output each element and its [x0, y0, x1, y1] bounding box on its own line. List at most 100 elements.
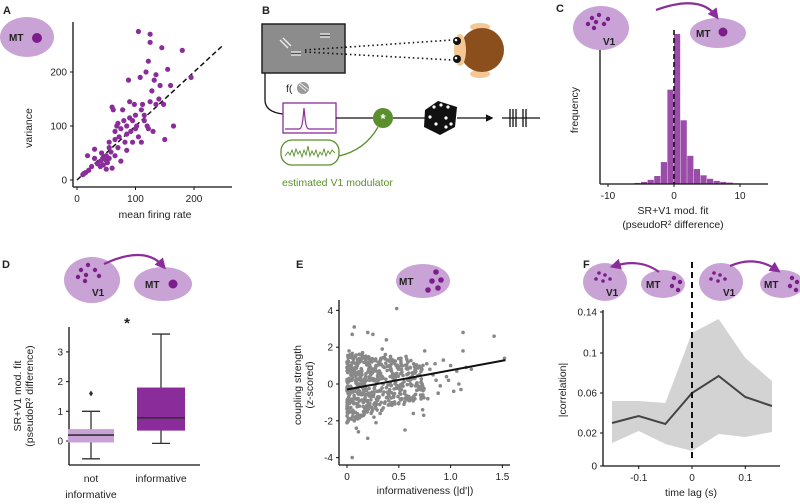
data-point [426, 396, 430, 401]
data-point [420, 382, 424, 386]
data-point [351, 357, 356, 362]
data-point [386, 398, 391, 403]
histogram-bar [641, 181, 648, 184]
data-point [149, 88, 155, 94]
panel-f: V1 MT V1 MT -0.1 0 0.1 0.14 0.1 0.06 0.02 0 tim… [557, 258, 800, 499]
data-point [355, 411, 360, 416]
data-point [384, 377, 388, 382]
dice-icon [424, 101, 457, 135]
grating-icon [297, 82, 309, 94]
data-point [147, 39, 153, 45]
data-point [381, 376, 385, 380]
data-point [405, 366, 409, 371]
panel-label-c: C [556, 3, 564, 15]
data-point [367, 375, 371, 379]
data-point [397, 401, 401, 405]
data-point [402, 391, 407, 396]
data-point [389, 374, 394, 379]
data-point [402, 400, 407, 404]
data-point [97, 158, 103, 164]
c-ylabel: frequency [569, 86, 581, 133]
data-point [381, 392, 385, 397]
x-tick-label: 100 [127, 194, 144, 205]
data-point [411, 411, 416, 416]
data-point [379, 362, 384, 367]
data-point [416, 366, 421, 370]
mt-area-icon [690, 18, 746, 48]
data-point [367, 386, 371, 391]
data-point [346, 359, 350, 364]
a-ylabel: variance [23, 108, 35, 148]
data-point [365, 399, 370, 404]
data-point [360, 372, 364, 377]
data-point [147, 99, 153, 105]
data-point [355, 404, 359, 409]
data-point [355, 360, 360, 364]
data-point [409, 383, 413, 387]
v1-label: V1 [723, 288, 736, 299]
data-point [404, 354, 408, 359]
data-point [361, 404, 365, 409]
data-point [350, 414, 355, 419]
data-point [386, 403, 391, 407]
x-tick-label: 0.1 [738, 473, 752, 484]
data-point [438, 384, 443, 388]
f-label: f( [286, 83, 293, 95]
y-tick-label: 1 [57, 407, 63, 418]
histogram-bar [680, 120, 687, 184]
data-point [98, 150, 105, 156]
data-point [356, 369, 361, 374]
data-point [141, 112, 147, 118]
data-point [110, 107, 116, 113]
data-point [419, 395, 423, 400]
x-tick-label: 10 [734, 191, 746, 202]
gaze-line [304, 39, 453, 51]
data-point [413, 370, 417, 375]
data-point [446, 378, 451, 383]
data-point [367, 365, 372, 370]
y-tick-label: 0.14 [578, 308, 598, 319]
data-point [370, 371, 374, 375]
data-point [424, 361, 429, 366]
panel-b: f( * [261, 23, 540, 189]
x-tick-label: 0 [689, 473, 695, 484]
data-point [377, 369, 382, 373]
data-point [349, 373, 354, 378]
data-point [385, 368, 389, 373]
data-point [159, 45, 165, 51]
data-point [150, 128, 156, 134]
data-point [160, 101, 167, 107]
data-point [374, 406, 378, 410]
data-point [409, 396, 414, 400]
v1-area-icon [699, 263, 743, 301]
conv-symbol: * [380, 111, 386, 126]
x-tick-label: 200 [186, 194, 203, 205]
x-tick-label: -10 [601, 191, 616, 202]
connector-line [264, 73, 284, 115]
data-point [138, 107, 144, 113]
data-point [100, 154, 106, 160]
data-point [385, 364, 389, 369]
data-point [370, 356, 375, 361]
y-tick-label: 2 [327, 343, 333, 354]
y-tick-label: 0.06 [578, 389, 598, 400]
data-point [369, 398, 373, 402]
data-point [502, 356, 507, 361]
v1-label: V1 [606, 288, 619, 299]
data-point [396, 374, 401, 379]
y-tick-label: 0 [57, 437, 63, 448]
data-point [421, 363, 425, 368]
mt-area-icon: MT [396, 264, 450, 298]
data-point [354, 381, 358, 386]
y-tick-label: 3 [57, 347, 63, 358]
data-point [112, 153, 118, 159]
data-point [350, 361, 354, 365]
data-point [398, 371, 403, 376]
data-point [84, 153, 91, 159]
data-point [364, 371, 368, 376]
chart-c: -10 0 10 [599, 20, 768, 202]
data-point [121, 118, 127, 124]
data-point [386, 391, 391, 396]
panel-a: MT 0 100 200 0 100 200 mean firing rate varia… [0, 17, 232, 221]
data-point [411, 399, 415, 403]
